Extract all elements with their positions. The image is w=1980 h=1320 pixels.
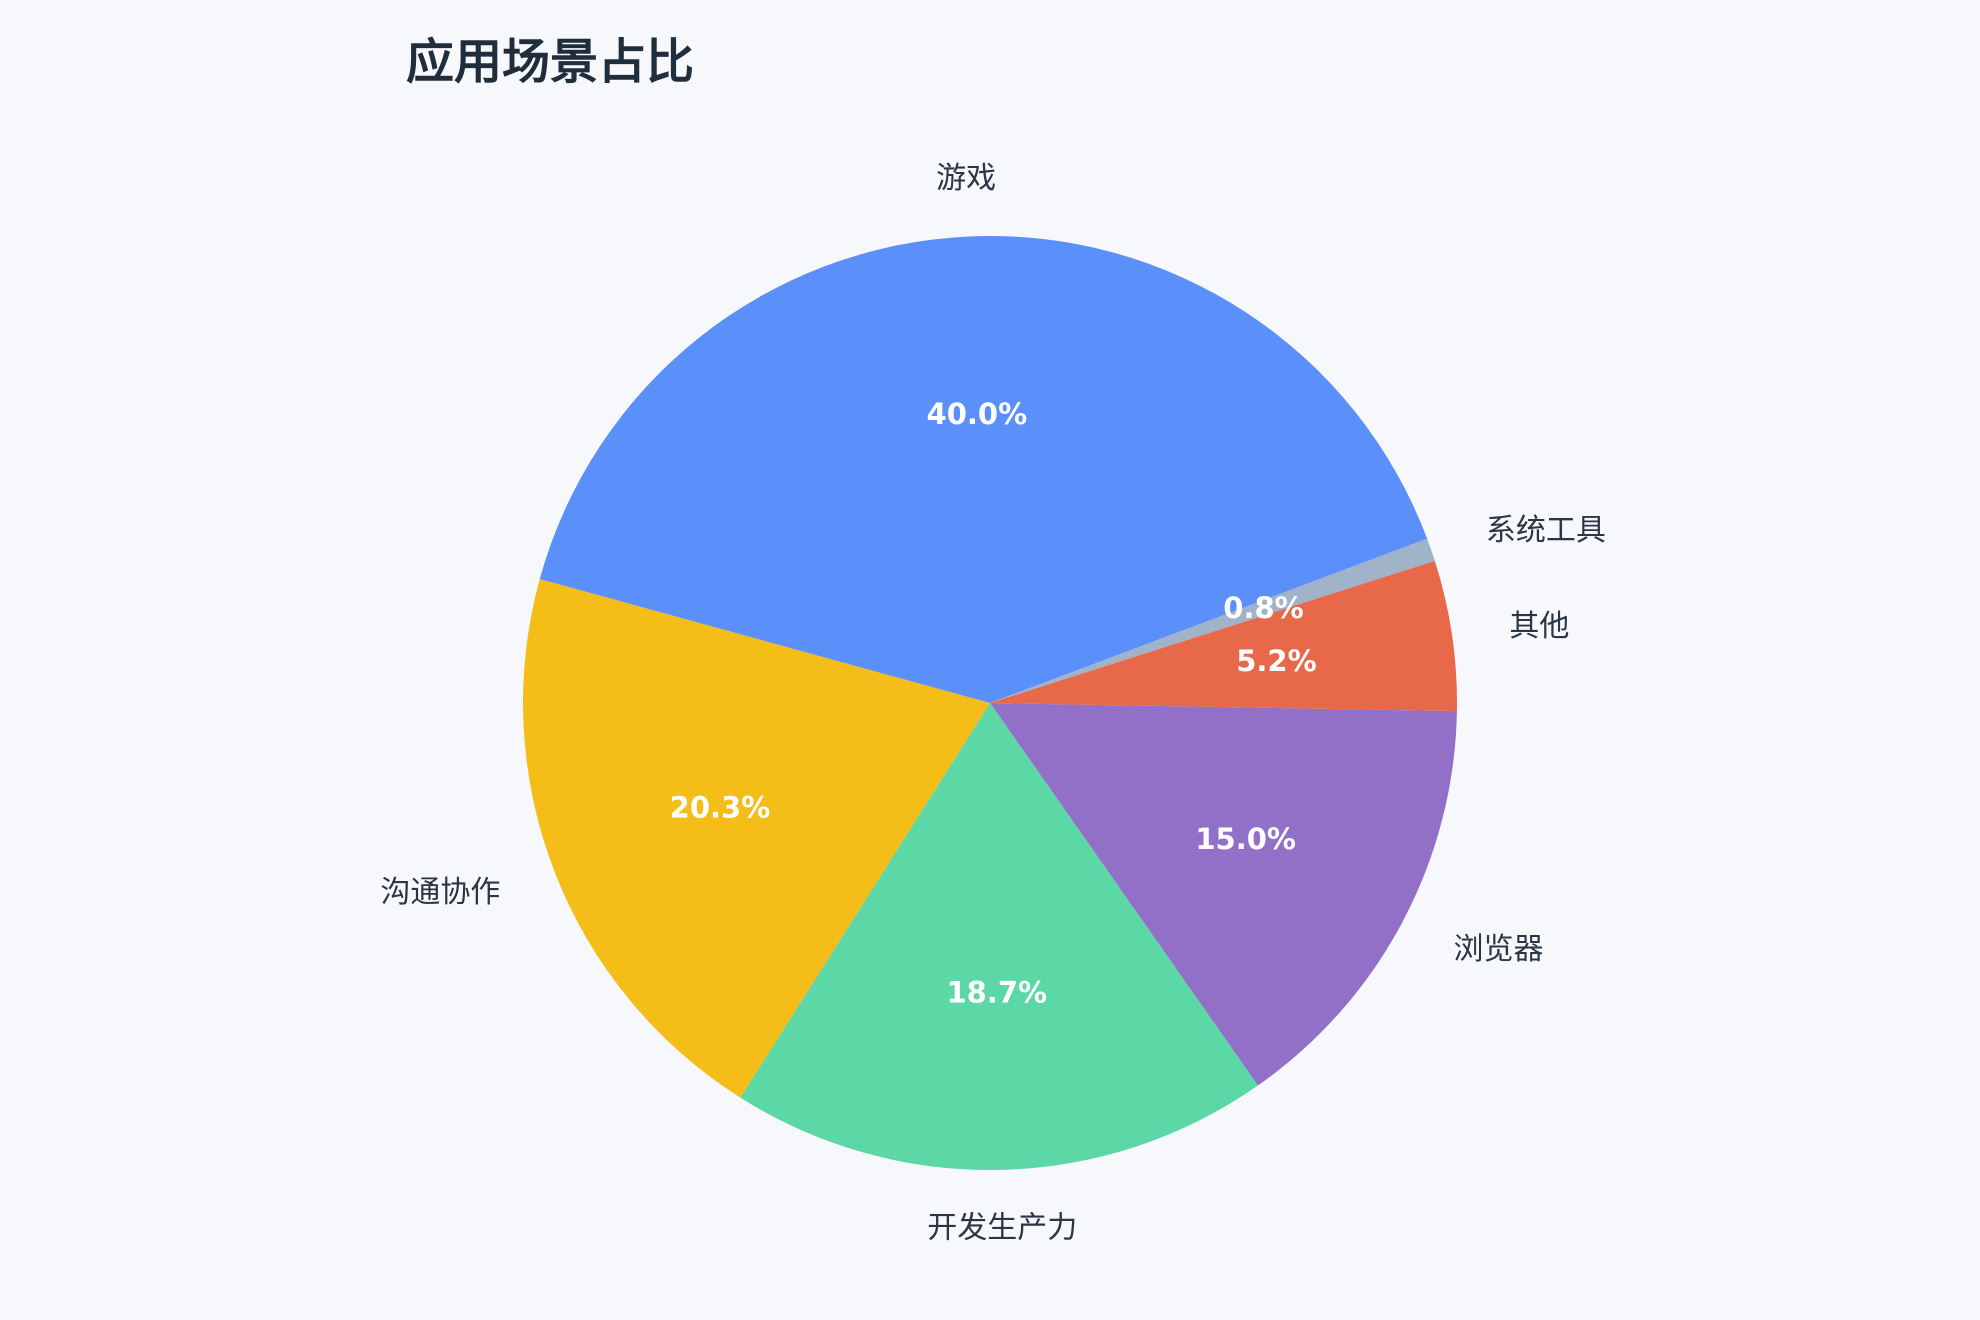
slice-percent-label: 0.8% <box>1223 591 1303 625</box>
slice-percent-label: 15.0% <box>1195 822 1296 856</box>
slice-category-label: 浏览器 <box>1454 932 1544 967</box>
pie-slice <box>990 560 1457 712</box>
chart-title: 应用场景占比 <box>406 34 695 90</box>
slice-percent-label: 5.2% <box>1236 644 1316 678</box>
percent-labels: 15.0% 18.7% 20.3% 40.0% 0.8% 5.2% <box>670 397 1317 1010</box>
pie-slice <box>990 538 1435 703</box>
slice-category-label: 沟通协作 <box>380 875 500 910</box>
pie-slice <box>990 703 1457 1086</box>
slice-percent-label: 40.0% <box>927 397 1028 431</box>
pie-slice <box>539 236 1428 703</box>
pie-slice <box>740 703 1258 1170</box>
slice-category-label: 开发生产力 <box>927 1210 1077 1245</box>
pie-slice <box>522 578 990 1098</box>
slice-category-label: 系统工具 <box>1486 513 1606 548</box>
slice-percent-label: 18.7% <box>946 975 1047 1009</box>
pie-slices <box>522 236 1457 1170</box>
slice-category-label: 游戏 <box>936 161 996 196</box>
slice-percent-label: 20.3% <box>670 790 771 824</box>
slice-category-label: 其他 <box>1509 609 1569 644</box>
